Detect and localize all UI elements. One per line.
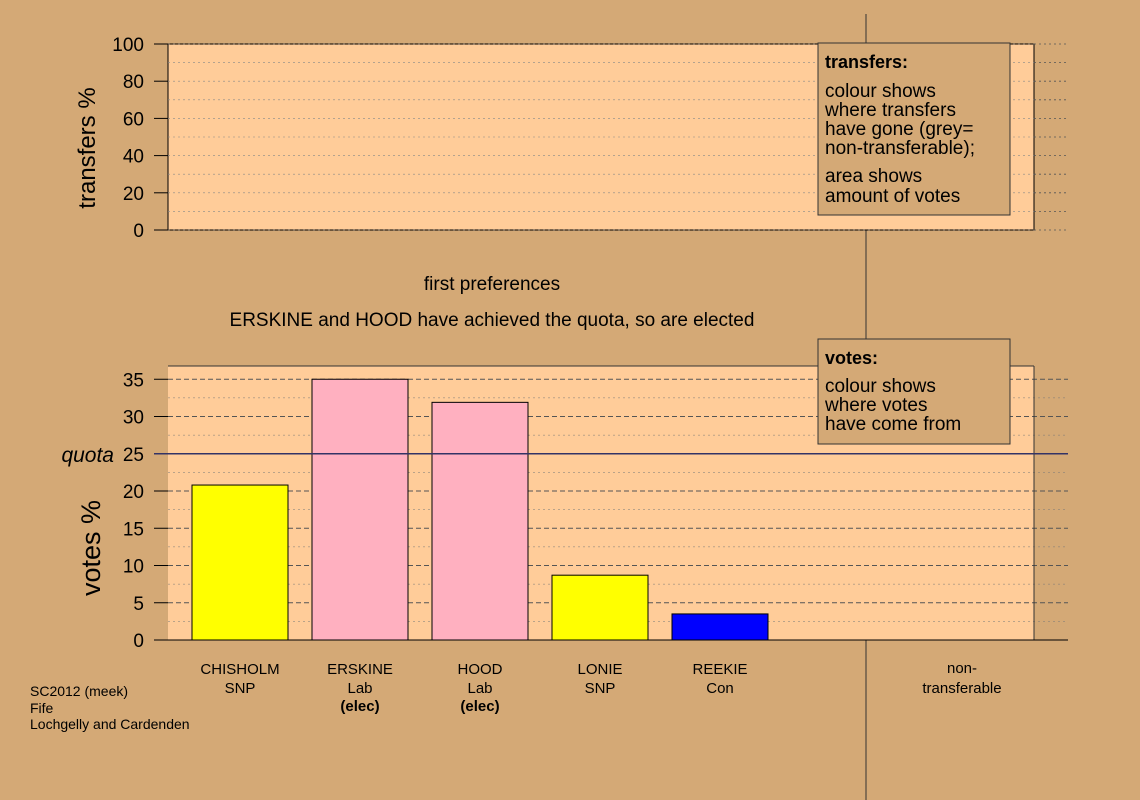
transfers-legend-line: non-transferable); <box>825 138 975 159</box>
bar-lonie <box>551 574 649 641</box>
votes-legend-box <box>817 338 1011 445</box>
transfers-legend-line: area shows <box>825 166 922 187</box>
transfers-tick-label: 20 <box>123 184 144 205</box>
transfers-tick-label: 80 <box>123 72 144 93</box>
votes-tick-label: 15 <box>123 519 144 540</box>
transfers-y-ticks: 0 20 40 60 80 100 <box>112 35 168 242</box>
transfers-legend-title: transfers: <box>825 52 908 72</box>
candidate-status: (elec) <box>460 698 499 715</box>
quota-label: quota <box>61 444 114 467</box>
footer-line: SC2012 (meek) <box>30 683 128 699</box>
footer: SC2012 (meek) Fife Lochgelly and Cardend… <box>30 683 190 732</box>
candidate-name: CHISHOLM <box>200 661 279 678</box>
candidate-party: Lab <box>467 680 492 697</box>
candidate-labels: CHISHOLMSNPERSKINELab(elec)HOODLab(elec)… <box>200 661 747 715</box>
votes-tick-label: 25 <box>123 445 144 466</box>
votes-bars <box>191 378 769 641</box>
votes-tick-label: 30 <box>123 408 144 429</box>
candidate-party: Con <box>706 680 734 697</box>
footer-line: Lochgelly and Cardenden <box>30 716 190 732</box>
votes-legend-title: votes: <box>825 348 878 368</box>
bar-hood <box>431 401 529 641</box>
bar-chisholm <box>191 484 289 641</box>
transfers-legend-line: where transfers <box>824 100 956 121</box>
transfers-tick-label: 100 <box>112 35 144 56</box>
candidate-name: REEKIE <box>692 661 747 678</box>
votes-legend-line: where votes <box>824 395 927 416</box>
transfers-legend-line: colour shows <box>825 81 936 102</box>
votes-tick-label: 20 <box>123 482 144 503</box>
candidate-party: SNP <box>225 680 256 697</box>
candidate-party: SNP <box>585 680 616 697</box>
nontransferable-label: non- <box>947 660 977 677</box>
transfers-tick-label: 60 <box>123 109 144 130</box>
votes-tick-label: 35 <box>123 370 144 391</box>
candidate-name: HOOD <box>458 661 503 678</box>
candidate-name: LONIE <box>577 661 622 678</box>
transfers-y-axis-label: transfers % <box>74 87 101 208</box>
stage-label: first preferences <box>424 274 560 295</box>
transfers-legend-box <box>817 42 1011 216</box>
votes-legend-line: have come from <box>825 414 961 435</box>
votes-tick-label: 5 <box>133 594 144 615</box>
candidate-party: Lab <box>347 680 372 697</box>
footer-line: Fife <box>30 700 54 716</box>
votes-tick-label: 10 <box>123 557 144 578</box>
transfers-legend-line: amount of votes <box>825 186 960 207</box>
votes-legend-line: colour shows <box>825 376 936 397</box>
bar-reekie <box>671 613 769 641</box>
transfers-legend: transfers: colour shows where transfers … <box>817 42 1011 216</box>
transfers-tick-label: 40 <box>123 147 144 168</box>
votes-tick-label: 0 <box>133 631 144 652</box>
transfers-legend-line: have gone (grey= <box>825 119 973 140</box>
votes-y-axis-label: votes % <box>76 500 106 596</box>
candidate-status: (elec) <box>340 698 379 715</box>
transfers-tick-label: 0 <box>133 221 144 242</box>
candidate-name: ERSKINE <box>327 661 393 678</box>
bar-erskine <box>311 378 409 641</box>
status-text: ERSKINE and HOOD have achieved the quota… <box>230 310 755 331</box>
votes-panel: 0 5 10 15 20 25 30 35 quota votes % CHISHOLM SNP… <box>61 365 1068 715</box>
nontransferable-label: transferable <box>922 680 1001 697</box>
votes-legend: votes: colour shows where votes have com… <box>817 338 1011 445</box>
votes-y-ticks: 0 5 10 15 20 25 30 35 <box>123 370 168 652</box>
